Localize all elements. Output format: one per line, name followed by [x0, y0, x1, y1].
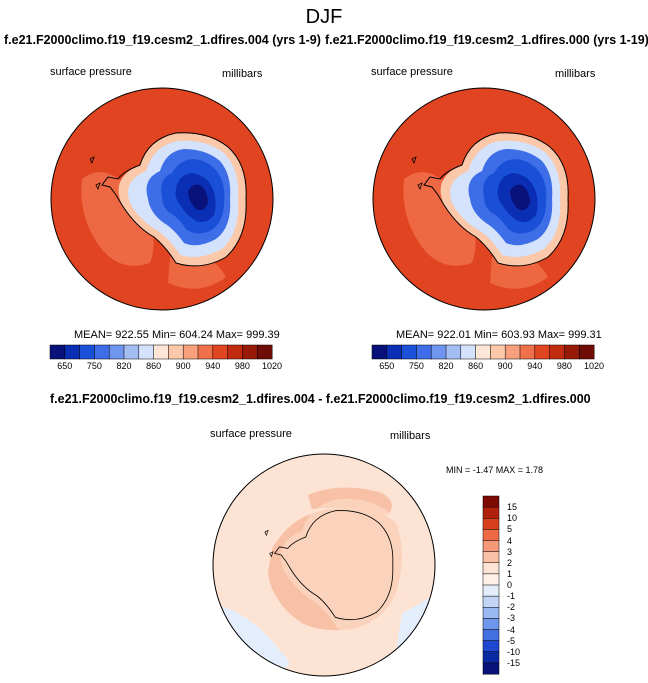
diff-colorbar-swatch — [482, 495, 500, 508]
figure-title: DJF — [305, 6, 343, 28]
panel-1-stats: MEAN= 922.55 Min= 604.24 Max= 999.39 — [74, 329, 280, 341]
panel-2-map — [372, 87, 596, 311]
colorbar-tick-label: 650 — [379, 361, 395, 371]
colorbar-swatch — [534, 344, 551, 360]
colorbar-swatch — [430, 344, 447, 360]
colorbar-swatch — [64, 344, 81, 360]
colorbar-swatch — [182, 344, 199, 360]
colorbar-swatch — [212, 344, 229, 360]
diff-map — [212, 453, 436, 677]
colorbar-swatch — [490, 344, 506, 360]
diff-units-label: millibars — [390, 430, 431, 442]
diff-variable-label: surface pressure — [210, 428, 292, 440]
diff-colorbar-tick-label: 4 — [507, 535, 513, 546]
diff-colorbar-tick-label: -3 — [507, 613, 516, 624]
diff-colorbar-swatch — [482, 629, 500, 642]
colorbar-swatch — [242, 344, 258, 360]
colorbar-swatch — [519, 344, 536, 360]
colorbar-tick-label: 980 — [556, 361, 572, 371]
colorbar-swatch — [256, 344, 273, 360]
colorbar-tick-label: 940 — [527, 361, 543, 371]
colorbar-tick-label: 1020 — [583, 361, 605, 371]
diff-colorbar-tick-label: 1 — [507, 568, 513, 579]
colorbar-swatch — [227, 344, 243, 360]
diff-colorbar-tick-label: 5 — [507, 524, 513, 535]
colorbar-swatch — [371, 344, 388, 360]
colorbar-tick-label: 1020 — [261, 361, 283, 371]
colorbar-swatch — [79, 344, 95, 360]
colorbar-tick-label: 860 — [146, 361, 162, 371]
colorbar-swatch — [460, 344, 477, 360]
colorbar-tick-label: 900 — [497, 361, 513, 371]
colorbar-tick-label: 940 — [205, 361, 221, 371]
diff-colorbar-swatch — [482, 562, 500, 575]
diff-colorbar-swatch — [482, 518, 500, 530]
colorbar-swatch — [153, 344, 169, 360]
colorbar-tick-label: 980 — [234, 361, 250, 371]
diff-colorbar-swatch — [482, 640, 500, 653]
colorbar-tick-label: 900 — [175, 361, 191, 371]
diff-colorbar-swatch — [482, 551, 500, 564]
panel-1-units-label: millibars — [222, 68, 263, 80]
colorbar-swatch — [94, 344, 110, 360]
panel-2-variable-label: surface pressure — [371, 66, 453, 78]
diff-colorbar-tick-label: -1 — [507, 591, 516, 602]
colorbar-swatch — [197, 344, 214, 360]
colorbar-swatch — [108, 344, 125, 360]
diff-colorbar-swatch — [482, 618, 500, 630]
colorbar-swatch — [401, 344, 417, 360]
diff-colorbar-tick-label: -10 — [507, 646, 521, 657]
diff-colorbar-tick-label: 3 — [507, 546, 513, 557]
panel-2-run-title: f.e21.F2000climo.f19_f19.cesm2_1.dfires.… — [325, 33, 648, 47]
colorbar-tick-label: 650 — [57, 361, 73, 371]
panel-2-stats: MEAN= 922.01 Min= 603.93 Max= 999.31 — [396, 329, 602, 341]
diff-colorbar-tick-label: -2 — [507, 602, 516, 613]
colorbar-swatch — [168, 344, 184, 360]
colorbar-tick-label: 860 — [468, 361, 484, 371]
diff-colorbar-tick-label: 15 — [507, 502, 518, 513]
panel-1-map — [50, 87, 274, 311]
colorbar-tick-label: 750 — [86, 361, 102, 371]
diff-colorbar-tick-label: 0 — [507, 580, 513, 590]
colorbar-swatch — [564, 344, 580, 360]
panel-2-units-label: millibars — [555, 68, 596, 80]
diff-title: f.e21.F2000climo.f19_f19.cesm2_1.dfires.… — [50, 392, 591, 406]
diff-colorbar-swatch — [482, 540, 500, 553]
colorbar-swatch — [138, 344, 155, 360]
diff-colorbar-tick-label: -5 — [507, 635, 516, 646]
colorbar-tick-label: 750 — [408, 361, 424, 371]
colorbar-swatch — [578, 344, 595, 360]
colorbar-swatch — [416, 344, 432, 360]
colorbar-tick-label: 820 — [116, 361, 132, 371]
diff-colorbar-swatch — [482, 573, 500, 586]
colorbar-swatch — [445, 344, 462, 360]
panel-2-colorbar — [371, 344, 595, 360]
diff-stats: MIN = -1.47 MAX = 1.78 — [446, 465, 544, 475]
diff-colorbar — [482, 495, 500, 675]
diff-colorbar-swatch — [482, 662, 500, 675]
colorbar-swatch — [386, 344, 403, 360]
diff-colorbar-swatch — [482, 506, 500, 519]
panel-1-run-title: f.e21.F2000climo.f19_f19.cesm2_1.dfires.… — [4, 33, 321, 47]
panel-1-variable-label: surface pressure — [50, 66, 132, 78]
diff-colorbar-tick-label: -15 — [507, 657, 521, 668]
diff-colorbar-tick-label: 2 — [507, 557, 513, 568]
diff-colorbar-swatch — [482, 595, 500, 608]
colorbar-swatch — [549, 344, 565, 360]
diff-colorbar-swatch — [482, 529, 500, 541]
colorbar-swatch — [49, 344, 66, 360]
colorbar-swatch — [475, 344, 491, 360]
diff-colorbar-tick-label: -4 — [507, 624, 516, 635]
colorbar-tick-label: 820 — [438, 361, 454, 371]
diff-colorbar-tick-label: 10 — [507, 513, 518, 524]
colorbar-swatch — [504, 344, 521, 360]
diff-colorbar-swatch — [482, 584, 500, 597]
diff-colorbar-swatch — [482, 607, 500, 619]
colorbar-swatch — [123, 344, 140, 360]
panel-1-colorbar — [49, 344, 273, 360]
diff-colorbar-swatch — [482, 651, 500, 664]
